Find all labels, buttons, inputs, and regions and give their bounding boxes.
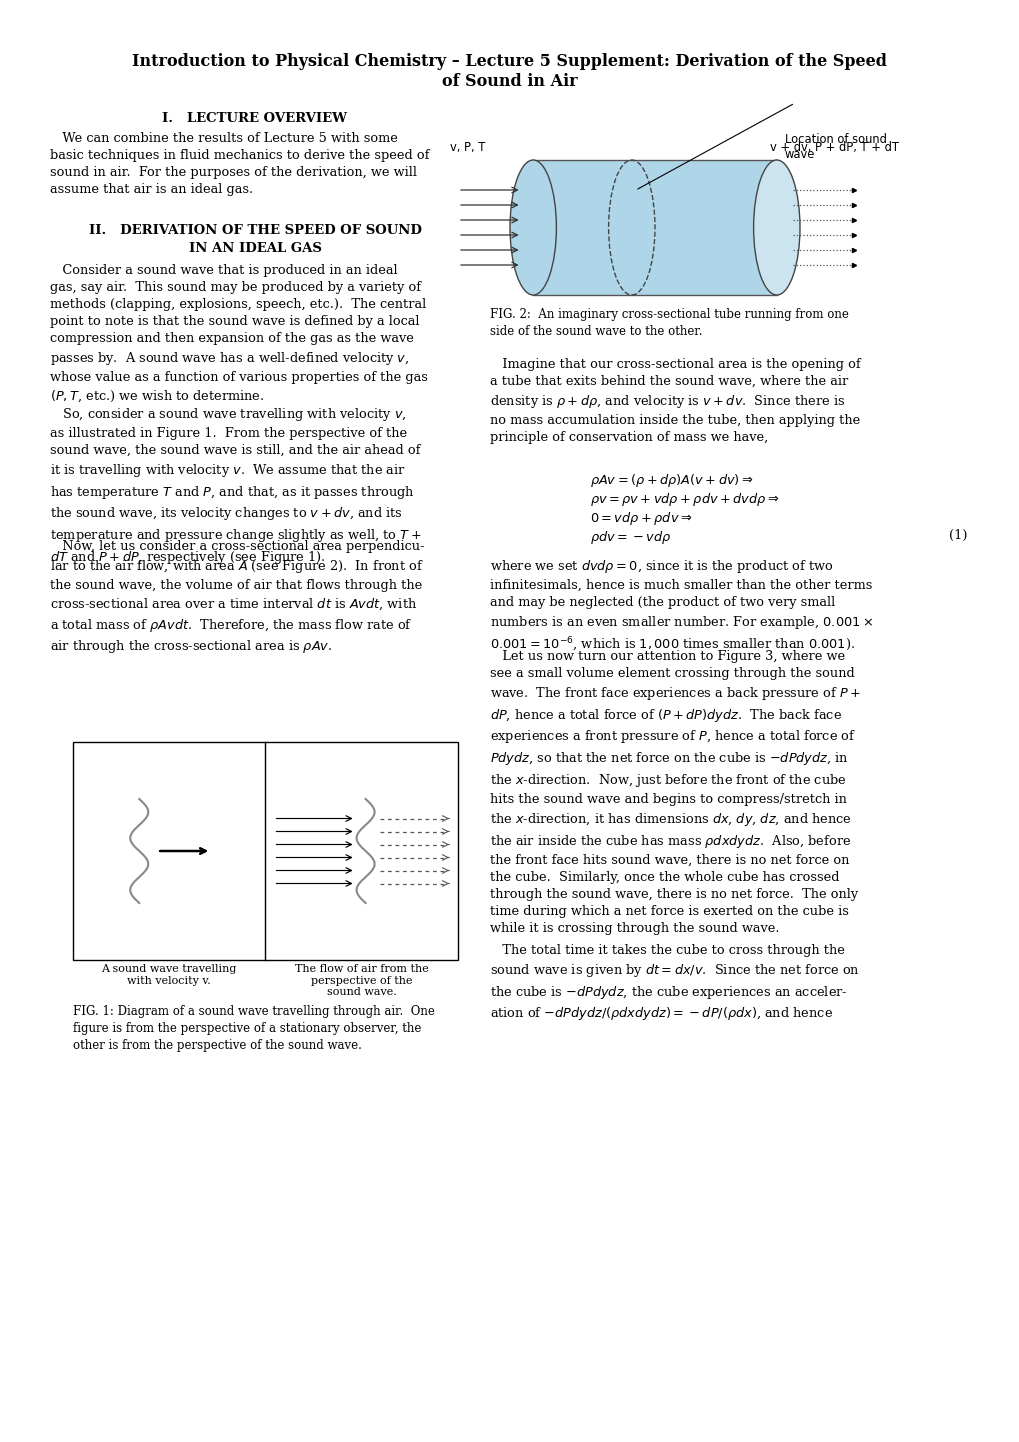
Text: (1): (1): [949, 529, 967, 542]
Text: Imagine that our cross-sectional area is the opening of
a tube that exits behind: Imagine that our cross-sectional area is…: [489, 358, 860, 444]
Text: II.   DERIVATION OF THE SPEED OF SOUND: II. DERIVATION OF THE SPEED OF SOUND: [89, 224, 421, 236]
Text: Consider a sound wave that is produced in an ideal
gas, say air.  This sound may: Consider a sound wave that is produced i…: [50, 264, 427, 404]
Text: FIG. 1: Diagram of a sound wave travelling through air.  One
figure is from the : FIG. 1: Diagram of a sound wave travelli…: [73, 1005, 434, 1053]
Text: I.   LECTURE OVERVIEW: I. LECTURE OVERVIEW: [162, 111, 347, 124]
Text: $\rho Av = (\rho + d\rho)A(v + dv) \Rightarrow$: $\rho Av = (\rho + d\rho)A(v + dv) \Righ…: [589, 472, 753, 489]
Text: A sound wave travelling
with velocity v.: A sound wave travelling with velocity v.: [102, 965, 236, 985]
Text: IN AN IDEAL GAS: IN AN IDEAL GAS: [189, 241, 321, 254]
Text: Location of sound
wave: Location of sound wave: [785, 133, 886, 162]
Text: Introduction to Physical Chemistry – Lecture 5 Supplement: Derivation of the Spe: Introduction to Physical Chemistry – Lec…: [132, 53, 887, 71]
Text: Let us now turn our attention to Figure 3, where we
see a small volume element c: Let us now turn our attention to Figure …: [489, 650, 860, 934]
Text: So, consider a sound wave travelling with velocity $v$,
as illustrated in Figure: So, consider a sound wave travelling wit…: [50, 407, 421, 567]
Text: The total time it takes the cube to cross through the
sound wave is given by $dt: The total time it takes the cube to cros…: [489, 945, 859, 1022]
Text: v + dv, P + dP, T + dT: v + dv, P + dP, T + dT: [769, 141, 898, 154]
Bar: [73, 743, 458, 960]
Ellipse shape: [510, 160, 555, 296]
Text: $\rho dv = -vd\rho$: $\rho dv = -vd\rho$: [589, 529, 671, 547]
Text: of Sound in Air: of Sound in Air: [442, 74, 577, 91]
Ellipse shape: [753, 160, 799, 296]
Text: Now, let us consider a cross-sectional area perpendicu-
lar to the air flow, wit: Now, let us consider a cross-sectional a…: [50, 539, 424, 655]
Bar: [533, 160, 776, 296]
Text: where we set $dvd\rho = 0$, since it is the product of two
infinitesimals, hence: where we set $dvd\rho = 0$, since it is …: [489, 558, 872, 655]
Text: $0 = vd\rho + \rho dv \Rightarrow$: $0 = vd\rho + \rho dv \Rightarrow$: [589, 510, 692, 526]
Text: We can combine the results of Lecture 5 with some
basic techniques in fluid mech: We can combine the results of Lecture 5 …: [50, 133, 429, 196]
Text: $\rho v = \rho v + vd\rho + \rho dv + dvd\rho \Rightarrow$: $\rho v = \rho v + vd\rho + \rho dv + dv…: [589, 490, 779, 508]
Text: FIG. 2:  An imaginary cross-sectional tube running from one
side of the sound wa: FIG. 2: An imaginary cross-sectional tub…: [489, 309, 848, 337]
Text: v, P, T: v, P, T: [449, 141, 485, 154]
Text: The flow of air from the
perspective of the
sound wave.: The flow of air from the perspective of …: [294, 965, 428, 998]
